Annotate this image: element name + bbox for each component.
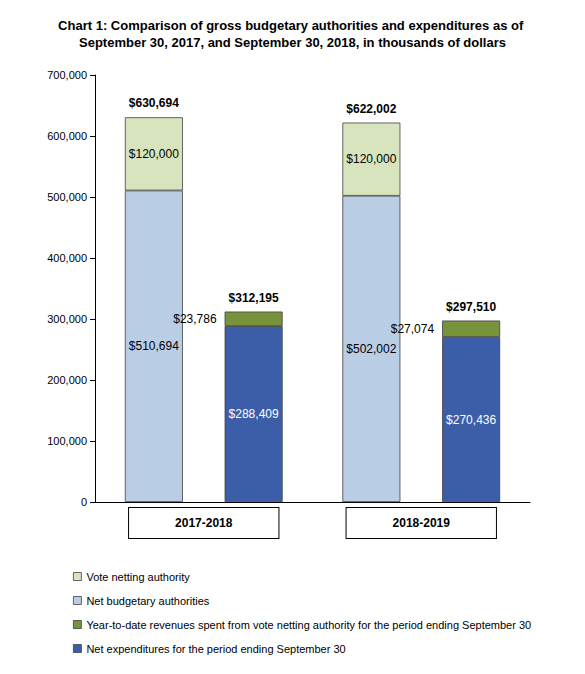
svg-text:600,000: 600,000 [47,130,87,142]
svg-text:2017-2018: 2017-2018 [175,516,233,530]
svg-text:Net budgetary authorities: Net budgetary authorities [86,595,209,607]
svg-text:2018-2019: 2018-2019 [393,516,451,530]
svg-text:$120,000: $120,000 [129,147,179,161]
svg-text:September 30, 2017, and Septem: September 30, 2017, and September 30, 20… [79,35,506,50]
svg-text:$502,002: $502,002 [346,342,396,356]
svg-text:Year-to-date revenues spent fr: Year-to-date revenues spent from vote ne… [86,619,531,631]
svg-text:500,000: 500,000 [47,191,87,203]
svg-text:700,000: 700,000 [47,69,87,81]
svg-text:400,000: 400,000 [47,252,87,264]
svg-text:$622,002: $622,002 [346,102,396,116]
svg-text:Chart 1: Comparison of gross b: Chart 1: Comparison of gross budgetary a… [58,18,527,33]
svg-text:100,000: 100,000 [47,435,87,447]
svg-text:$297,510: $297,510 [446,300,496,314]
svg-text:$510,694: $510,694 [129,339,179,353]
svg-text:$288,409: $288,409 [229,407,279,421]
svg-text:$23,786: $23,786 [173,312,217,326]
svg-text:$630,694: $630,694 [129,96,179,110]
svg-text:$120,000: $120,000 [346,152,396,166]
svg-text:300,000: 300,000 [47,313,87,325]
svg-text:Vote netting authority: Vote netting authority [86,571,190,583]
svg-text:0: 0 [81,496,87,508]
svg-text:$312,195: $312,195 [229,291,279,305]
svg-text:$270,436: $270,436 [446,413,496,427]
svg-text:Net expenditures for the perio: Net expenditures for the period ending S… [86,643,345,655]
svg-text:200,000: 200,000 [47,374,87,386]
svg-text:$27,074: $27,074 [391,322,435,336]
